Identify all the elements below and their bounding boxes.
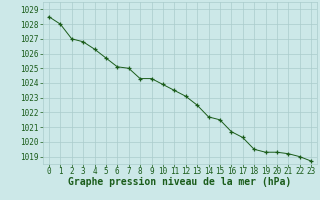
X-axis label: Graphe pression niveau de la mer (hPa): Graphe pression niveau de la mer (hPa): [68, 177, 292, 187]
